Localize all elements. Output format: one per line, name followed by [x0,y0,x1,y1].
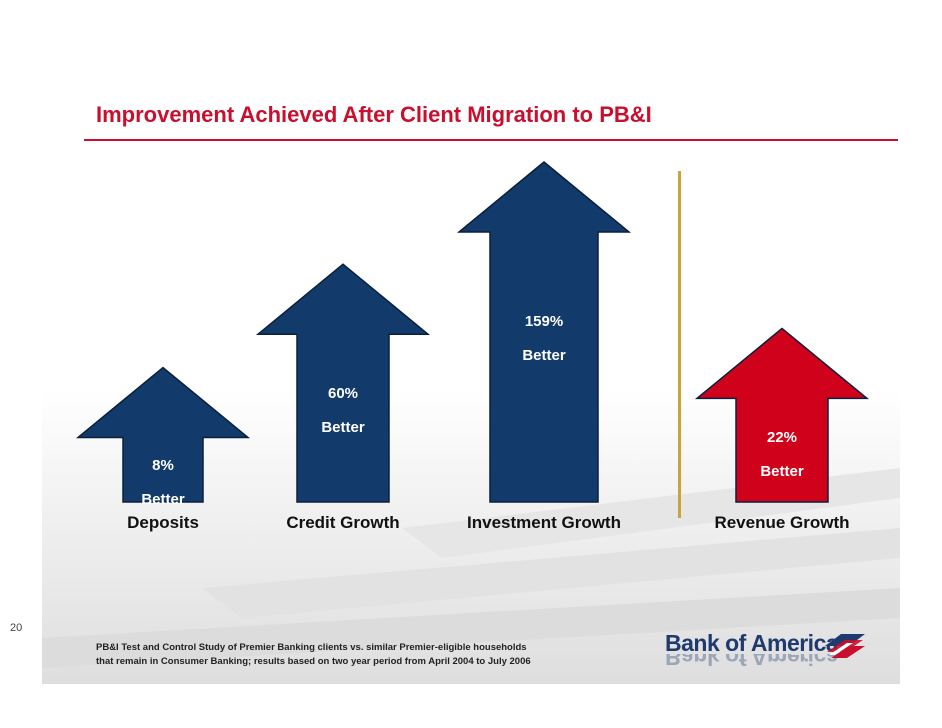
category-label: Revenue Growth [714,513,850,532]
category-label: Investment Growth [467,513,621,532]
bank-of-america-flag-icon [825,634,865,658]
footnote: PB&I Test and Control Study of Premier B… [96,641,531,669]
arrow-chart [75,161,870,503]
category-label: Deposits [127,513,199,532]
section-divider [678,171,681,518]
title-rule [84,139,898,141]
slide-title: Improvement Achieved After Client Migrat… [96,102,652,127]
better-label: Better [141,490,185,508]
logo-text: Bank of America [665,630,839,656]
arrow-deposits [75,366,251,503]
better-label: Better [321,418,365,436]
category-label: Credit Growth [286,513,400,532]
slide: Improvement Achieved After Client Migrat… [42,28,900,684]
bank-logo: Bank of America Bank of America [665,628,875,676]
arrow-investment-growth [456,161,632,503]
value-label: 22% [766,429,798,447]
better-label: Better [522,347,566,364]
footnote-line-2: that remain in Consumer Banking; results… [96,656,531,667]
better-label: Better [760,463,804,481]
value-label: 60% [327,384,359,402]
logo-reflection: Bank of America [665,654,839,670]
footnote-line-1: PB&I Test and Control Study of Premier B… [96,642,527,653]
value-label: 159% [524,313,564,330]
page-number: 20 [10,622,23,634]
value-label: 8% [152,456,174,474]
arrow-credit-growth [255,263,431,503]
arrow-revenue-growth [694,327,870,503]
